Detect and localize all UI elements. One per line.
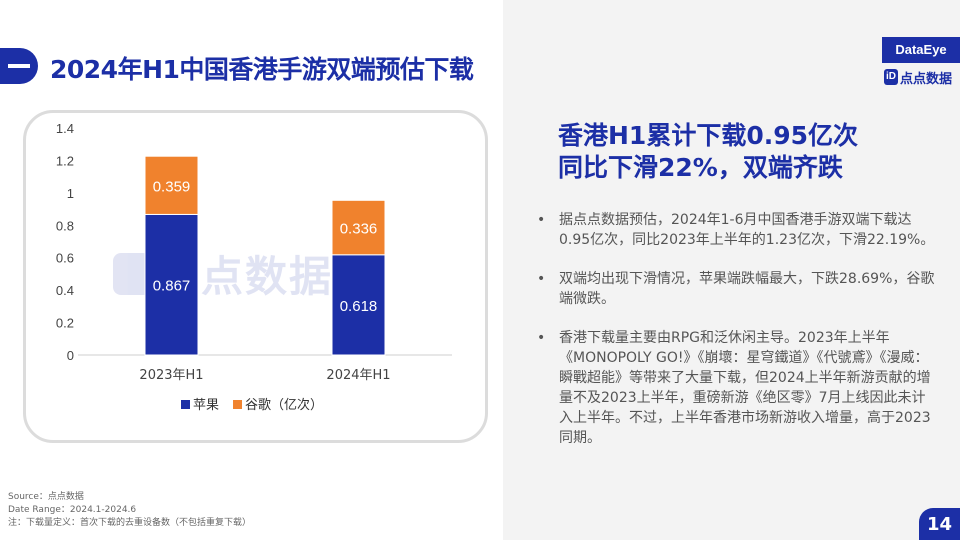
- y-tick-label: 0.8: [56, 218, 74, 233]
- title-dash: [8, 64, 30, 68]
- footer: Source：点点数据 Date Range：2024.1-2024.6 注：下…: [8, 491, 251, 530]
- footer-note: 注：下载量定义：首次下载的去重设备数（不包括重复下载）: [8, 518, 252, 528]
- y-tick-label: 0: [67, 348, 74, 363]
- bullet-dot: •: [537, 330, 546, 346]
- x-category-label: 2024年H1: [326, 368, 390, 383]
- data-label: 0.359: [153, 178, 191, 195]
- footer-date-range: Date Range：2024.1-2024.6: [8, 505, 137, 515]
- y-tick-label: 0.6: [56, 251, 74, 266]
- x-category-label: 2023年H1: [139, 368, 203, 383]
- footer-source: Source：点点数据: [8, 492, 84, 502]
- y-tick-label: 0.2: [56, 316, 74, 331]
- brand-logo-text: 点点数据: [900, 71, 953, 87]
- bullet-dot: •: [537, 271, 546, 287]
- legend-google-swatch: [233, 400, 243, 409]
- headline-line-1: 香港H1累计下载0.95亿次: [558, 121, 859, 150]
- data-label: 0.618: [340, 298, 378, 315]
- bar-google: [331, 199, 386, 256]
- page-number: 14: [919, 508, 960, 540]
- title-marker: [0, 48, 38, 84]
- y-tick-label: 1: [67, 186, 74, 201]
- legend-google-label: 谷歌（亿次）: [245, 397, 323, 413]
- bullet-list: • 据点点数据预估，2024年1-6月中国香港手游双端下载达0.95亿次，同比20…: [535, 210, 935, 467]
- y-tick-label: 0.4: [56, 283, 74, 298]
- legend-apple-swatch: [181, 400, 190, 409]
- headline-line-2: 同比下滑22%，双端齐跌: [558, 153, 843, 182]
- bullet-dot: •: [537, 212, 546, 228]
- right-panel: [503, 0, 960, 540]
- y-tick-label: 1.2: [56, 153, 74, 168]
- bullet-text: 双端均出现下滑情况，苹果端跌幅最大，下跌28.69%，谷歌端微跌。: [559, 271, 935, 307]
- headline: 香港H1累计下载0.95亿次 同比下滑22%，双端齐跌: [558, 120, 948, 184]
- bar-apple: [331, 254, 386, 356]
- bullet-text: 香港下载量主要由RPG和泛休闲主导。2023年上半年《MONOPOLY GO!》…: [559, 330, 931, 446]
- data-label: 0.336: [340, 221, 378, 238]
- bar-google: [144, 155, 199, 215]
- diandian-logo-icon: iD: [884, 69, 898, 85]
- bullet-item: • 据点点数据预估，2024年1-6月中国香港手游双端下载达0.95亿次，同比20…: [535, 210, 935, 250]
- bullet-item: • 香港下载量主要由RPG和泛休闲主导。2023年上半年《MONOPOLY GO!…: [535, 328, 935, 448]
- brand-logo-diandian: iD 点点数据: [884, 67, 952, 87]
- bullet-text: 据点点数据预估，2024年1-6月中国香港手游双端下载达0.95亿次，同比202…: [559, 212, 935, 248]
- data-label: 0.867: [153, 278, 191, 295]
- chart-card: [23, 110, 488, 443]
- bullet-item: • 双端均出现下滑情况，苹果端跌幅最大，下跌28.69%，谷歌端微跌。: [535, 269, 935, 309]
- y-tick-label: 1.4: [56, 121, 74, 136]
- page-title: 2024年H1中国香港手游双端预估下载: [50, 55, 474, 84]
- legend-apple-label: 苹果: [193, 398, 219, 413]
- bar-apple: [144, 213, 199, 356]
- brand-logo-dataeye: DataEye: [882, 37, 960, 63]
